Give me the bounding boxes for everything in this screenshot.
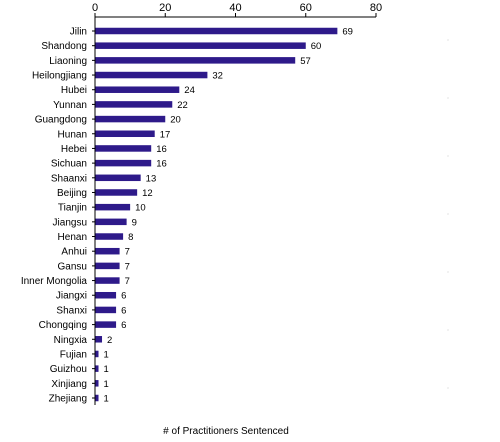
category-label: Tianjin <box>58 203 87 214</box>
x-axis-title: # of Practitioners Sentenced <box>163 426 289 437</box>
bar <box>95 115 166 123</box>
edge-dot <box>447 155 449 157</box>
bar <box>95 277 120 284</box>
category-label: Guizhou <box>50 364 87 375</box>
bar <box>95 247 120 255</box>
bar <box>95 86 180 93</box>
x-tick-label: 0 <box>92 2 98 14</box>
bar <box>95 130 155 138</box>
data-label: 6 <box>121 305 126 316</box>
data-label: 69 <box>342 27 353 38</box>
category-label: Xinjiang <box>51 379 87 390</box>
category-label: Shanxi <box>56 305 87 316</box>
edge-dot <box>447 271 449 273</box>
x-tick-label: 60 <box>300 2 312 14</box>
data-label: 2 <box>107 335 112 346</box>
edge-dot <box>447 329 449 331</box>
category-label: Gansu <box>58 261 87 272</box>
data-label: 32 <box>212 71 223 82</box>
data-label: 9 <box>132 217 137 228</box>
data-label: 17 <box>160 129 171 140</box>
data-label: 7 <box>125 276 130 287</box>
bar <box>95 203 131 211</box>
category-label: Guangdong <box>35 115 87 126</box>
bar <box>95 218 127 226</box>
bar <box>95 262 120 270</box>
category-label: Anhui <box>61 247 87 258</box>
category-label: Sichuan <box>51 159 87 170</box>
bar <box>95 291 117 299</box>
bar <box>95 101 173 108</box>
data-label: 1 <box>104 394 109 405</box>
data-label: 6 <box>121 291 126 302</box>
bar <box>95 57 296 64</box>
edge-dot <box>447 97 449 99</box>
bar <box>95 350 99 358</box>
bar <box>95 27 338 35</box>
data-label: 10 <box>135 203 146 214</box>
category-label: Inner Mongolia <box>21 276 88 287</box>
category-label: Hebei <box>61 144 87 155</box>
data-label: 7 <box>125 247 130 258</box>
axis-layer: 0 20 40 60 80 <box>92 2 449 405</box>
bar <box>95 380 99 387</box>
data-label: 6 <box>121 320 126 331</box>
category-label: Chongqing <box>39 320 87 331</box>
bar <box>95 159 152 167</box>
bar <box>95 336 103 343</box>
edge-dot <box>447 39 449 41</box>
category-label: Henan <box>58 232 87 243</box>
edge-dot <box>447 213 449 215</box>
data-label: 8 <box>128 232 133 243</box>
bar <box>95 321 117 328</box>
bar <box>95 174 141 182</box>
category-label: Shandong <box>41 41 87 52</box>
bar <box>95 145 152 152</box>
category-label: Fujian <box>60 349 87 360</box>
data-label: 60 <box>311 41 322 52</box>
category-label: Liaoning <box>49 56 87 67</box>
category-label: Beijing <box>57 188 87 199</box>
bar <box>95 42 306 49</box>
x-tick-label: 40 <box>229 2 241 14</box>
data-label: 13 <box>146 173 157 184</box>
data-label: 24 <box>184 85 195 96</box>
category-label: Ningxia <box>54 335 88 346</box>
edge-dot <box>447 387 449 389</box>
category-label: Jiangsu <box>53 217 87 228</box>
bar <box>95 189 138 196</box>
data-label: 12 <box>142 188 153 199</box>
x-tick-label: 20 <box>159 2 171 14</box>
data-label: 16 <box>156 159 167 170</box>
category-label: Yunnan <box>53 100 87 111</box>
bar <box>95 306 117 314</box>
category-label: Hunan <box>58 129 87 140</box>
bar <box>95 394 99 402</box>
category-label: Heilongjiang <box>32 71 87 82</box>
data-label: 22 <box>177 100 188 111</box>
data-label: 1 <box>104 379 109 390</box>
data-label: 1 <box>104 349 109 360</box>
data-label: 57 <box>300 56 311 67</box>
bar <box>95 365 99 372</box>
bars-layer <box>95 27 338 402</box>
category-label: Zhejiang <box>49 394 87 405</box>
category-label: Jilin <box>70 27 87 38</box>
data-label: 1 <box>104 364 109 375</box>
data-label: 7 <box>125 261 130 272</box>
data-label: 16 <box>156 144 167 155</box>
data-label: 20 <box>170 115 181 126</box>
category-label: Shaanxi <box>51 173 87 184</box>
x-tick-label: 80 <box>370 2 382 14</box>
bar <box>95 233 124 240</box>
category-label: Hubei <box>61 85 87 96</box>
bar <box>95 71 208 79</box>
category-label: Jiangxi <box>56 291 87 302</box>
